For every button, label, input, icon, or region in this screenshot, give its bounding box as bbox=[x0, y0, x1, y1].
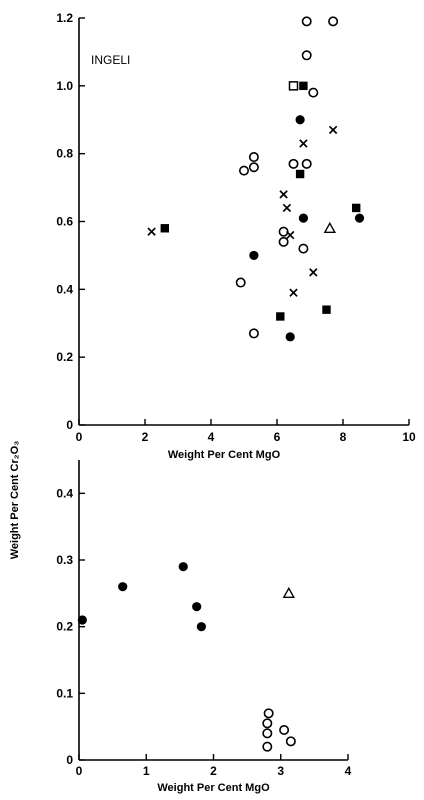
cross-marker bbox=[299, 139, 308, 148]
upper-scatter-panel: 0 0.2 0.4 0.6 0.8 1.0 1.2 0 2 4 6 8 10 Weight Per Cen… bbox=[56, 11, 416, 461]
x-tick-label: 0 bbox=[76, 430, 83, 444]
open-circle-marker bbox=[262, 718, 273, 729]
filled-circle-marker bbox=[192, 602, 202, 612]
cross-marker bbox=[328, 125, 338, 135]
x-axis-label: Weight Per Cent MgO bbox=[168, 449, 281, 461]
cross-marker bbox=[289, 288, 298, 297]
x-tick-label: 8 bbox=[340, 430, 347, 444]
cross-marker bbox=[285, 230, 295, 240]
open-circle-marker bbox=[288, 158, 299, 169]
x-tick-label: 1 bbox=[143, 764, 150, 778]
open-circle-marker bbox=[263, 708, 274, 719]
cross-stroke bbox=[147, 227, 156, 236]
x-axis-label: Weight Per Cent MgO bbox=[157, 782, 270, 794]
filled-circle-marker bbox=[354, 213, 365, 223]
open-square-marker bbox=[288, 81, 299, 91]
open-circle-marker bbox=[308, 87, 319, 98]
cross-stroke bbox=[309, 268, 318, 277]
x-tick-label: 2 bbox=[142, 430, 149, 444]
cross-marker bbox=[279, 190, 288, 199]
filled-circle-marker bbox=[77, 615, 87, 625]
filled-square-marker bbox=[160, 224, 169, 233]
cross-marker bbox=[309, 268, 318, 277]
open-circle-marker bbox=[262, 728, 273, 739]
filled-circle-marker bbox=[178, 562, 188, 572]
filled-circle-marker bbox=[118, 582, 128, 592]
open-circle-marker bbox=[301, 158, 312, 169]
filled-circle-marker bbox=[249, 250, 259, 261]
y-tick-label: 1.2 bbox=[56, 11, 73, 25]
cross-marker bbox=[147, 227, 156, 236]
y-tick-label: 0 bbox=[66, 753, 73, 767]
y-tick-label: 0.6 bbox=[56, 215, 73, 229]
x-tick-label: 4 bbox=[345, 764, 352, 778]
x-tick-label: 4 bbox=[208, 430, 215, 444]
y-tick-label: 0.2 bbox=[56, 350, 73, 364]
x-tick-label: 3 bbox=[277, 764, 284, 778]
cross-stroke bbox=[282, 203, 292, 213]
open-circle-marker bbox=[235, 277, 246, 288]
filled-square-marker bbox=[276, 312, 285, 321]
y-tick-label: 0.8 bbox=[56, 147, 73, 161]
open-circle-marker bbox=[285, 736, 296, 747]
x-tick-label: 2 bbox=[210, 764, 217, 778]
y-tick-label: 0.1 bbox=[56, 686, 73, 700]
lower-scatter-panel: 0 0.1 0.2 0.3 0.4 0 1 2 3 4 Weight Per Cent MgO bbox=[56, 460, 352, 794]
x-tick-label: 0 bbox=[76, 764, 83, 778]
cross-stroke bbox=[279, 190, 288, 199]
cross-stroke bbox=[289, 288, 298, 297]
open-circle-marker bbox=[239, 165, 250, 176]
x-tick-label: 6 bbox=[274, 430, 281, 444]
open-triangle-marker bbox=[282, 586, 296, 599]
y-tick-label: 0.3 bbox=[56, 553, 73, 567]
open-circle-marker bbox=[279, 724, 290, 735]
open-circle-marker bbox=[262, 741, 273, 752]
open-circle-marker bbox=[301, 50, 312, 61]
open-circle-marker bbox=[301, 16, 312, 27]
filled-square-marker bbox=[352, 203, 361, 213]
open-circle-marker bbox=[328, 16, 339, 27]
filled-circle-marker bbox=[285, 332, 295, 342]
shared-y-axis-label: Weight Per Cent Cr₂O₃ bbox=[9, 441, 21, 560]
filled-square-marker bbox=[295, 169, 305, 179]
filled-square-marker bbox=[322, 305, 331, 314]
filled-circle-marker bbox=[298, 213, 308, 223]
open-circle-marker bbox=[298, 243, 309, 254]
cross-stroke bbox=[328, 125, 338, 135]
x-tick-label: 10 bbox=[402, 430, 416, 444]
open-circle-marker bbox=[278, 236, 289, 247]
cross-stroke bbox=[299, 139, 308, 148]
panel-annotation: INGELI bbox=[91, 53, 130, 67]
y-tick-label: 0 bbox=[66, 418, 73, 432]
open-circle-marker bbox=[248, 328, 259, 339]
y-tick-label: 0.4 bbox=[56, 282, 73, 296]
open-circle-marker bbox=[248, 162, 259, 173]
y-tick-label: 1.0 bbox=[56, 79, 73, 93]
y-tick-label: 0.2 bbox=[56, 620, 73, 634]
filled-square-marker bbox=[299, 81, 308, 91]
cross-stroke bbox=[285, 230, 295, 240]
y-tick-label: 0.4 bbox=[56, 486, 73, 500]
cross-marker bbox=[282, 203, 292, 213]
filled-circle-marker bbox=[196, 622, 206, 632]
filled-circle-marker bbox=[295, 115, 305, 125]
open-circle-marker bbox=[248, 152, 259, 163]
open-triangle-marker bbox=[323, 221, 336, 233]
